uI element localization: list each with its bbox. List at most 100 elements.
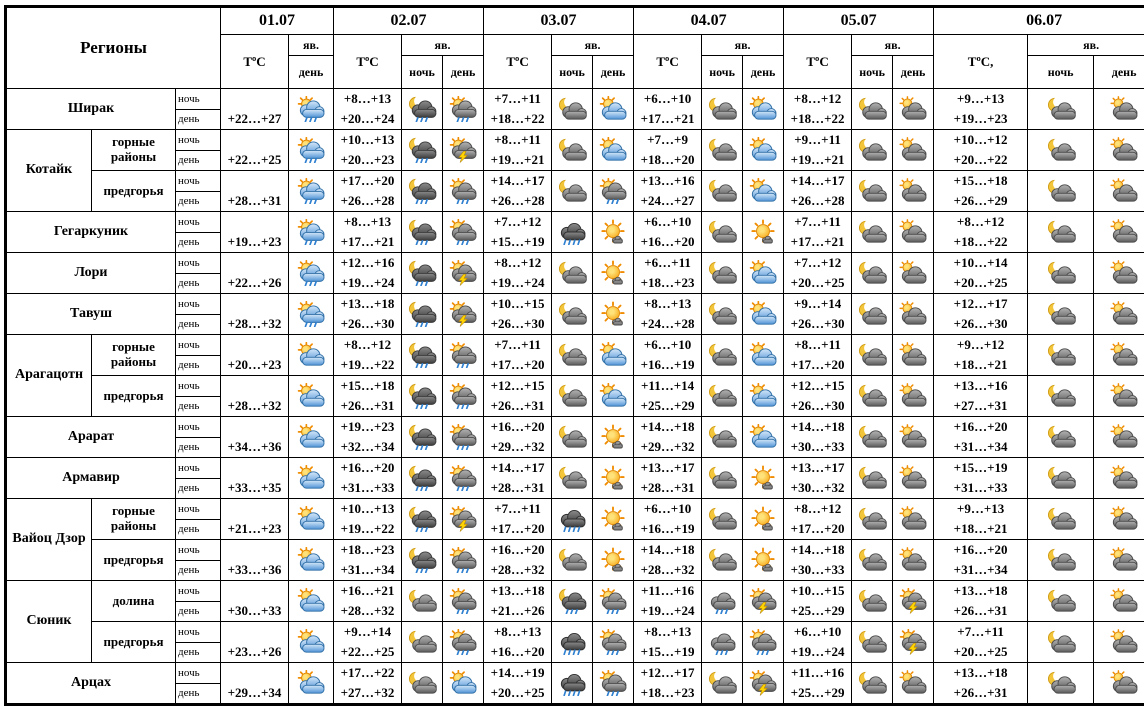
weather-icon-cell [1027,211,1095,253]
weather-icon-cell [701,170,744,212]
temperature-cell: +14…+17 +28…+31 [483,457,553,499]
night-day-labels: ночь день [174,416,222,458]
weather-icon-cell [1027,129,1095,171]
day-temp: +20…+25 [953,275,1008,290]
cloud-sun-icon [898,96,928,122]
weather-icon-cell [851,129,894,171]
weather-icon-cell [742,88,785,130]
weather-icon-cell [288,498,335,540]
day-temp: +26…+30 [490,316,545,331]
moon-cloud-icon [1046,178,1076,204]
sun-icon [598,301,628,327]
temperature-cell: +16…+21 +28…+32 [333,580,403,622]
moon-cloud-icon [857,465,887,491]
night-temp: +14…+17 [490,460,545,475]
weather-icon-cell [551,416,594,458]
sun-storm-icon [448,137,478,163]
weather-icon-cell [551,293,594,335]
sun-rain-icon [448,465,478,491]
cloud-sun-icon [1109,547,1139,573]
day-col-header: день [288,55,335,89]
weather-icon-cell [288,88,335,130]
night-day-labels: ночь день [174,457,222,499]
night-label: ночь [176,377,220,397]
day-temp: +24…+28 [640,316,695,331]
sun-rain-icon [448,178,478,204]
temperature-cell: +11…+16 +25…+29 [783,662,853,705]
weather-icon-cell [1093,621,1144,663]
day-label: день [178,113,200,126]
night-temp: +7…+11 [794,214,841,229]
day-temp: +18…+21 [953,357,1008,372]
weather-icon-cell [701,252,744,294]
sun-cloud-icon [748,96,778,122]
night-col-header: ночь [1027,55,1095,89]
day-temp: +29…+34 [227,685,282,700]
sun-cloud-icon [448,670,478,696]
weather-icon-cell [288,662,335,705]
day-temp: +26…+28 [490,193,545,208]
temperature-cell: +10…+13 +20…+23 [333,129,403,171]
weather-icon-cell [742,334,785,376]
moon-cloud-icon [857,670,887,696]
night-temp: +6…+10 [643,337,692,352]
temperature-cell: +20…+23 [220,334,290,376]
weather-icon-cell [288,539,335,581]
weather-icon-cell [401,293,444,335]
night-temp: +9…+14 [793,296,842,311]
rain-dark-icon [557,506,587,532]
sun-cloud-icon [748,301,778,327]
temperature-cell: +23…+26 [220,621,290,663]
night-col-header: ночь [851,55,894,89]
weather-icon-cell [401,252,444,294]
temp-header: ТºС [483,34,553,89]
weather-icon-cell [551,211,594,253]
moon-cloud-icon [857,137,887,163]
night-temp: +8…+12 [793,501,842,516]
cloud-sun-icon [898,260,928,286]
weather-icon-cell [401,334,444,376]
moon-cloud-icon [1046,506,1076,532]
day-temp: +18…+22 [490,111,545,126]
day-temp: +33…+36 [227,562,282,577]
day-label: день [178,564,200,577]
temperature-cell: +14…+17 +26…+28 [483,170,553,212]
temperature-cell: +7…+12 +20…+25 [783,252,853,294]
temperature-cell: +13…+18 +26…+31 [933,662,1029,705]
temperature-cell: +8…+12 +19…+22 [333,334,403,376]
day-temp: +28…+31 [640,480,695,495]
moon-cloud-icon [1046,301,1076,327]
weather-icon-cell [288,170,335,212]
weather-icon-cell [742,416,785,458]
day-temp: +26…+31 [490,398,545,413]
temperature-cell: +17…+20 +26…+28 [333,170,403,212]
subregion-name: горные районы [91,334,176,376]
day-temp: +26…+29 [953,193,1008,208]
date-header: 01.07 [220,6,335,35]
weather-icon-cell [288,252,335,294]
night-temp: +14…+18 [790,542,845,557]
night-temp: +19…+23 [340,419,395,434]
moon-cloud-icon [857,96,887,122]
weather-icon-cell [1093,211,1144,253]
day-label: день [178,277,200,290]
temperature-cell: +7…+11 +18…+22 [483,88,553,130]
temperature-cell: +19…+23 [220,211,290,253]
night-temp: +10…+12 [953,132,1008,147]
moon-cloud-icon [707,342,737,368]
night-temp: +13…+18 [953,583,1008,598]
night-temp: +13…+18 [340,296,395,311]
night-day-labels: ночь день [174,498,222,540]
day-temp: +25…+29 [790,603,845,618]
day-label: день [178,605,200,618]
weather-icon-cell [401,621,444,663]
night-temp: +13…+18 [953,665,1008,680]
day-temp: +22…+25 [227,152,282,167]
weather-icon-cell [592,416,635,458]
temperature-cell: +12…+15 +26…+30 [783,375,853,417]
weather-icon-cell [551,170,594,212]
sun-cloud-icon [296,424,326,450]
weather-icon-cell [851,498,894,540]
sun-icon [598,506,628,532]
moon-cloud-icon [557,547,587,573]
